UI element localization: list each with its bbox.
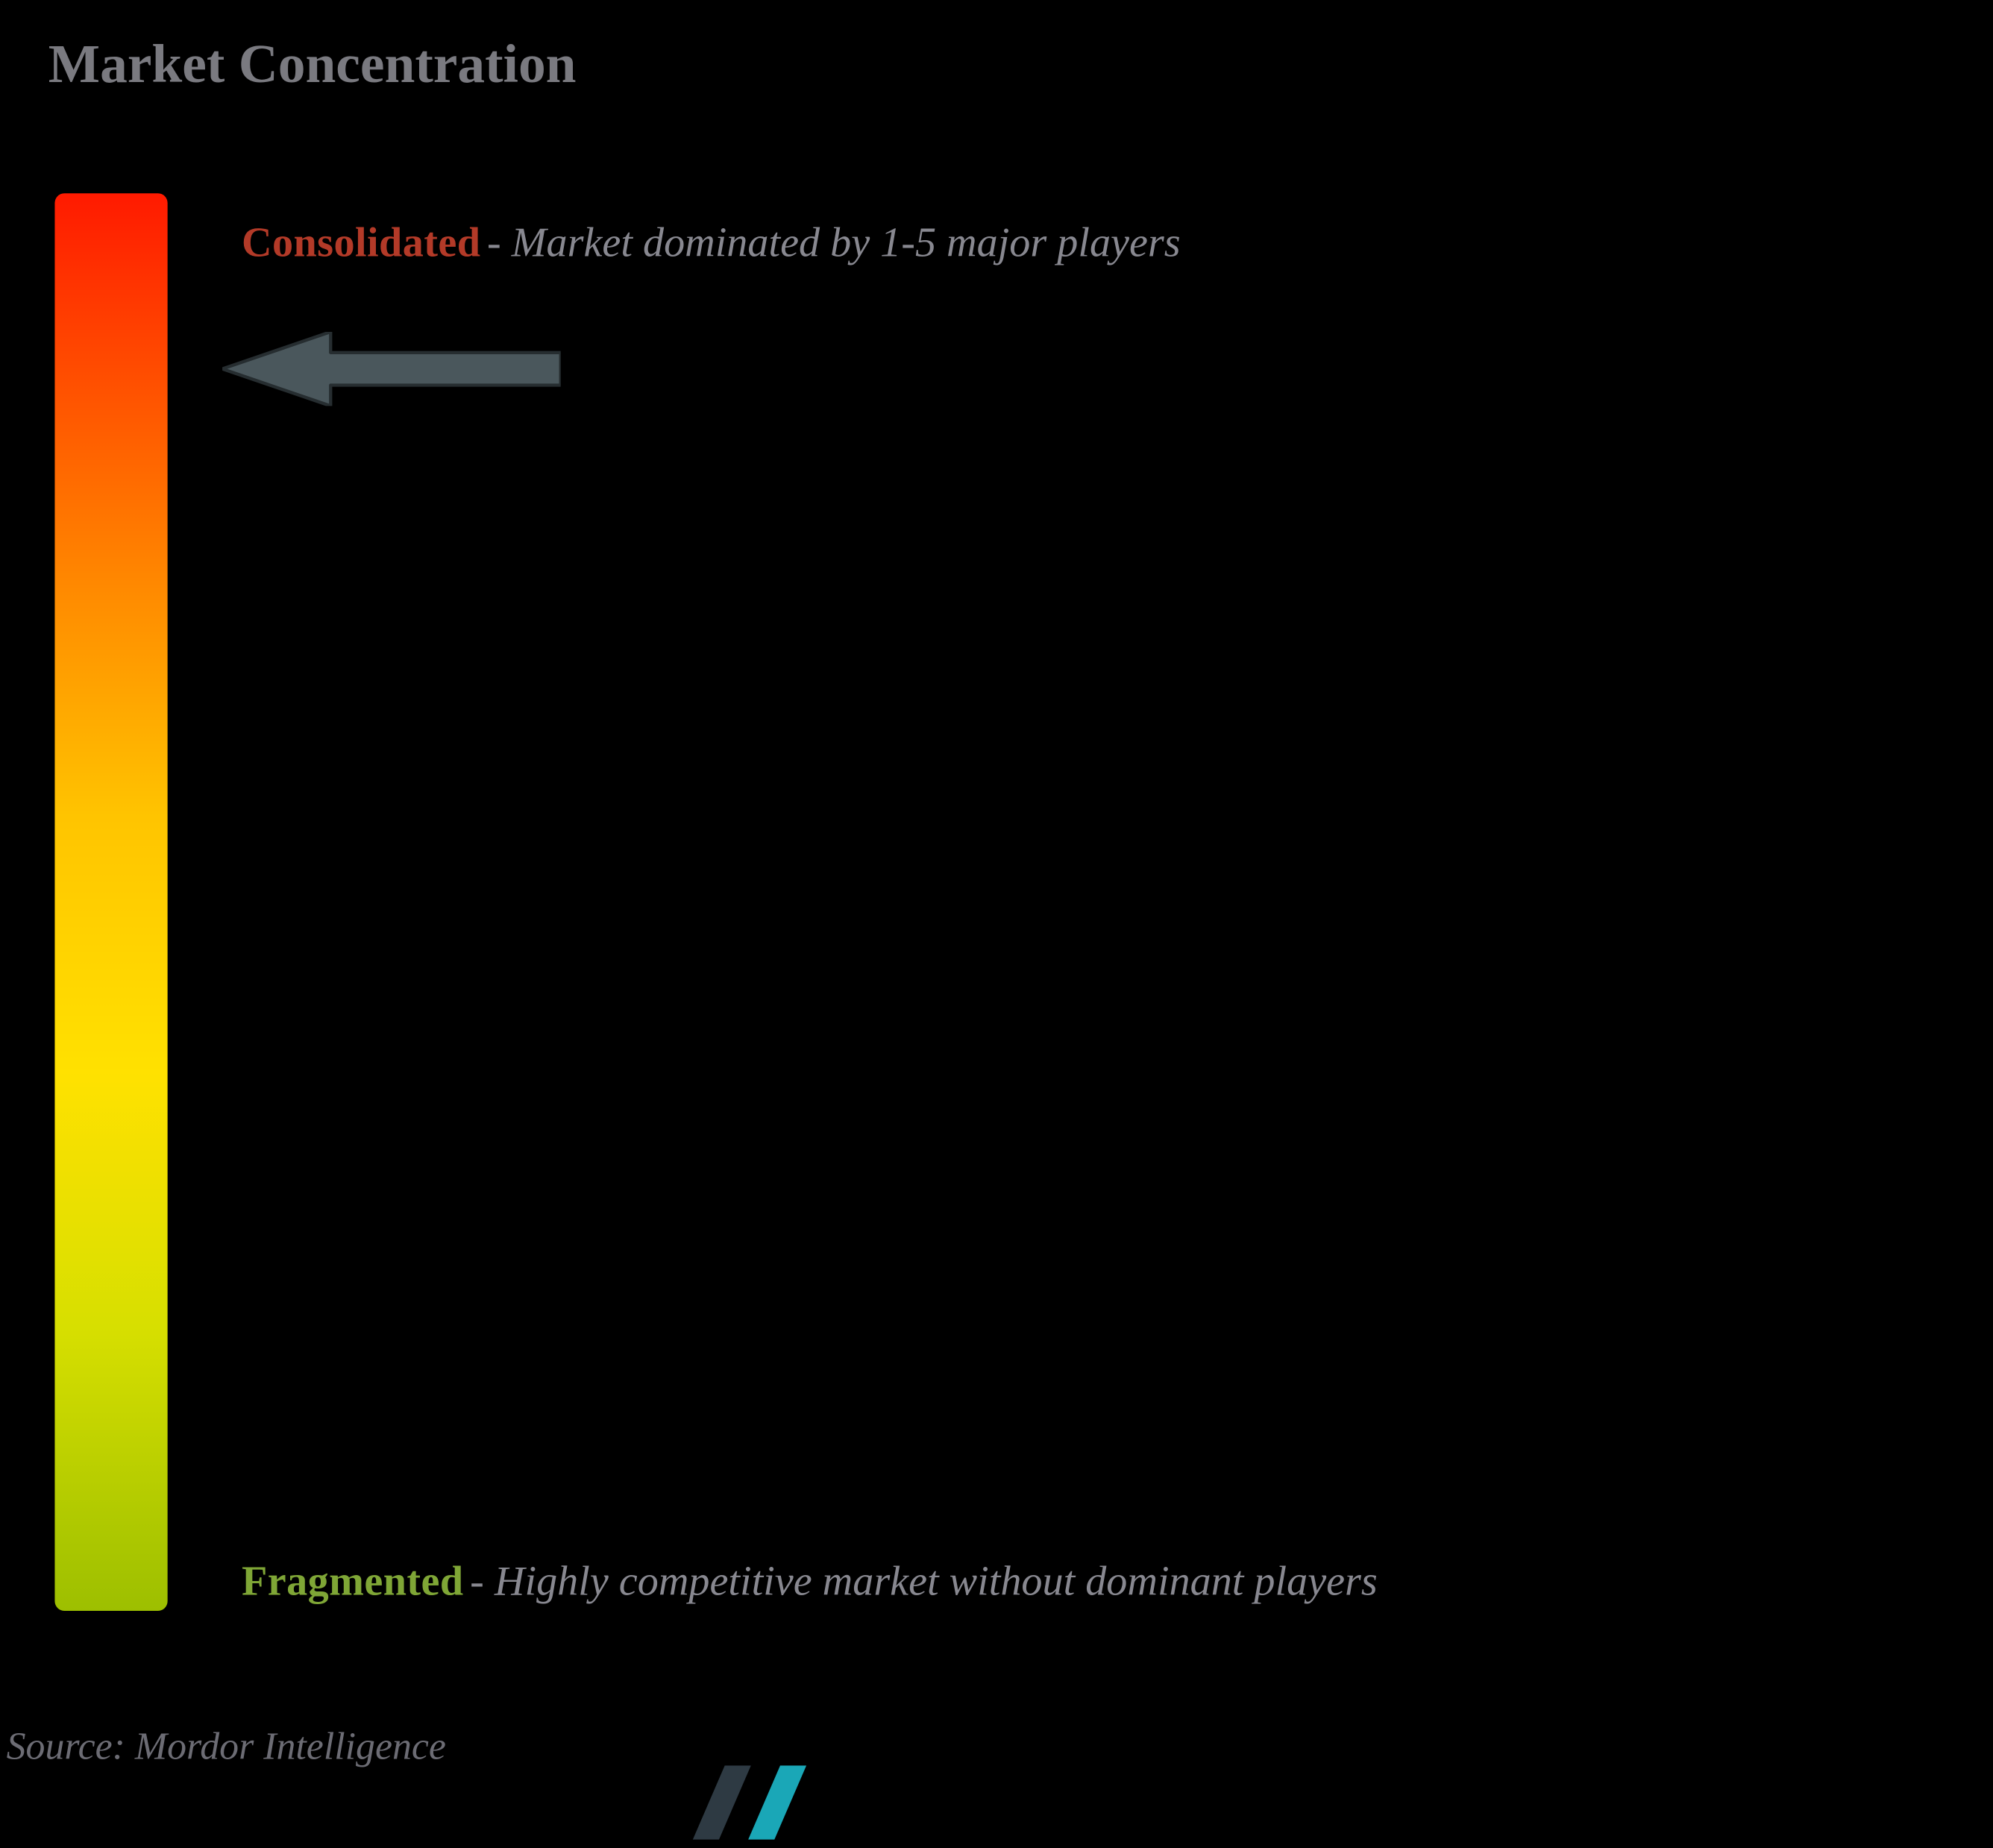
page-title: Market Concentration — [48, 36, 577, 97]
infographic-root: Market Concentration Consolidated - Mark… — [0, 0, 1992, 1841]
concentration-gradient-bar — [54, 193, 167, 1611]
source-attribution: Source: Mordor Intelligence — [7, 1727, 446, 1770]
fragmented-key: Fragmented — [242, 1540, 464, 1624]
consolidated-label-row: Consolidated - Market dominated by 1-5 m… — [242, 219, 1692, 268]
mordor-logo-icon — [693, 1765, 832, 1839]
brand-logo — [693, 1765, 832, 1839]
fragmented-desc: - Highly competitive market without domi… — [470, 1540, 1378, 1624]
consolidated-desc: - Market dominated by 1-5 major players — [487, 219, 1181, 268]
consolidated-key: Consolidated — [242, 219, 480, 268]
arrow-left-icon — [222, 332, 561, 406]
fragmented-label-row: Fragmented - Highly competitive market w… — [242, 1540, 1563, 1624]
indicator-arrow — [222, 332, 561, 406]
